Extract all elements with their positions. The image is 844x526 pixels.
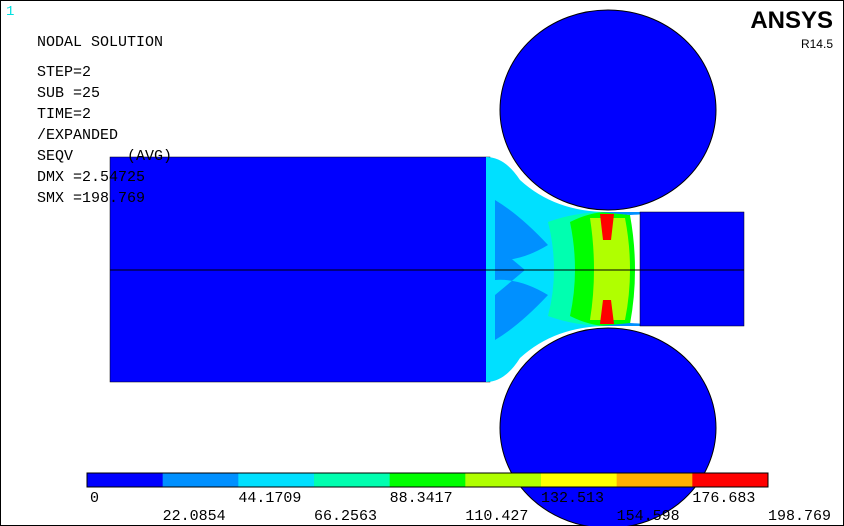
legend-label: 22.0854 [163,508,226,525]
legend-swatch [238,473,314,487]
legend-swatch [465,473,541,487]
legend-label: 0 [90,490,99,507]
legend-swatch [163,473,239,487]
info-line: DMX =2.54725 [37,169,145,186]
legend-label: 66.2563 [314,508,377,525]
brand: ANSYS [750,7,833,34]
legend-swatch [390,473,466,487]
info-line: SUB =25 [37,85,100,102]
legend-label: 154.598 [617,508,680,525]
info-line: /EXPANDED [37,127,118,144]
ansys-window: 1 ANSYS R14.5 NODAL SOLUTION STEP=2 SUB =2… [0,0,844,526]
info-line: SEQV (AVG) [37,148,172,165]
legend-label: 198.769 [768,508,831,525]
info-line: TIME=2 [37,106,91,123]
lower-roller [500,328,716,526]
info-line: NODAL SOLUTION [37,34,163,51]
legend-label: 132.513 [541,490,604,507]
info-line: SMX =198.769 [37,190,145,207]
info-line: STEP=2 [37,64,91,81]
version: R14.5 [801,37,833,51]
legend-label: 88.3417 [390,490,453,507]
upper-roller [500,10,716,210]
legend-label: 176.683 [692,490,755,507]
legend-swatch [541,473,617,487]
legend-swatch [87,473,163,487]
legend-label: 44.1709 [238,490,301,507]
legend-swatch [314,473,390,487]
legend-label: 110.427 [465,508,528,525]
product [640,212,744,326]
legend-swatch [617,473,693,487]
legend-swatch [692,473,768,487]
window-number: 1 [6,4,14,20]
